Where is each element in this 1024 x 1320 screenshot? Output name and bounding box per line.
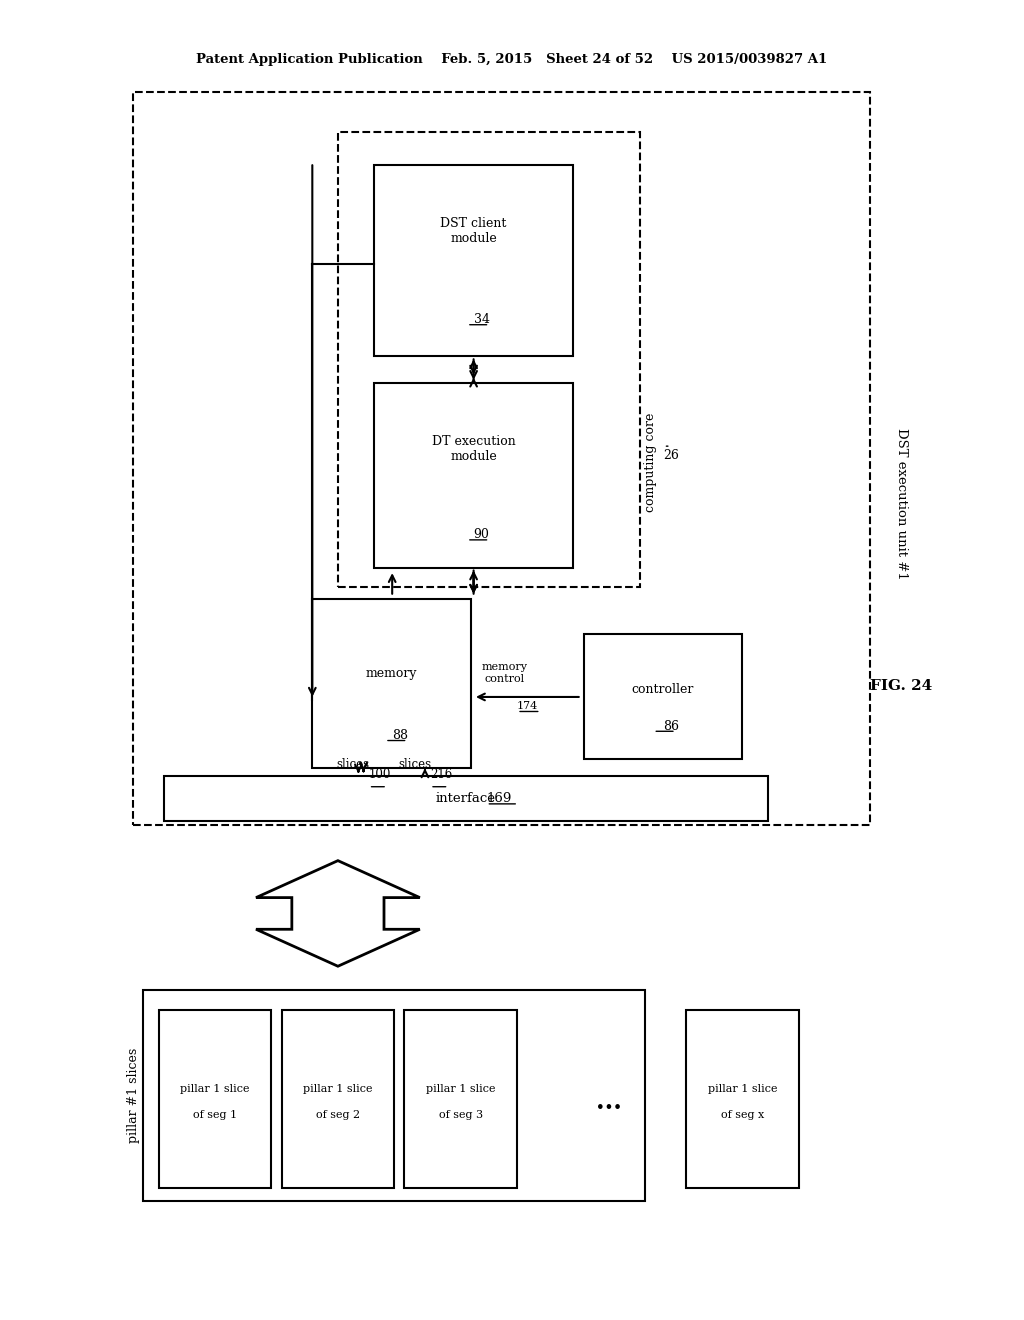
Text: 169: 169	[486, 792, 512, 805]
Text: interface: interface	[436, 792, 496, 805]
Text: Patent Application Publication    Feb. 5, 2015   Sheet 24 of 52    US 2015/00398: Patent Application Publication Feb. 5, 2…	[197, 53, 827, 66]
Text: controller: controller	[632, 682, 694, 696]
Text: pillar 1 slice: pillar 1 slice	[303, 1084, 373, 1094]
Text: pillar #1 slices: pillar #1 slices	[127, 1048, 139, 1143]
Text: 216: 216	[430, 768, 453, 781]
FancyBboxPatch shape	[374, 383, 573, 568]
Text: of seg 1: of seg 1	[193, 1110, 238, 1121]
Polygon shape	[256, 861, 420, 966]
Text: DT execution
module: DT execution module	[432, 434, 515, 463]
Text: pillar 1 slice: pillar 1 slice	[708, 1084, 777, 1094]
Text: 100: 100	[369, 768, 391, 781]
Text: 90: 90	[473, 528, 489, 541]
Text: DST execution unit #1: DST execution unit #1	[895, 429, 907, 579]
Text: pillar 1 slice: pillar 1 slice	[180, 1084, 250, 1094]
FancyBboxPatch shape	[338, 132, 640, 587]
FancyBboxPatch shape	[143, 990, 645, 1201]
Text: slices: slices	[398, 758, 431, 771]
Text: pillar 1 slice: pillar 1 slice	[426, 1084, 496, 1094]
FancyBboxPatch shape	[164, 776, 768, 821]
Text: 26: 26	[664, 449, 680, 462]
Text: 86: 86	[664, 719, 679, 733]
Text: slices: slices	[337, 758, 370, 771]
Text: of seg 2: of seg 2	[315, 1110, 360, 1121]
Text: 88: 88	[391, 729, 408, 742]
FancyBboxPatch shape	[584, 634, 742, 759]
FancyBboxPatch shape	[686, 1010, 799, 1188]
Text: of seg 3: of seg 3	[438, 1110, 483, 1121]
Text: 34: 34	[473, 313, 489, 326]
Text: FIG. 24: FIG. 24	[870, 680, 932, 693]
FancyBboxPatch shape	[312, 599, 471, 768]
Text: 174: 174	[517, 701, 539, 711]
FancyBboxPatch shape	[133, 92, 870, 825]
Text: memory
control: memory control	[482, 663, 527, 684]
Text: computing core: computing core	[644, 412, 656, 512]
FancyBboxPatch shape	[159, 1010, 271, 1188]
Text: memory: memory	[366, 667, 418, 680]
FancyBboxPatch shape	[404, 1010, 517, 1188]
FancyBboxPatch shape	[374, 165, 573, 356]
Text: of seg x: of seg x	[721, 1110, 764, 1121]
Text: ...: ...	[596, 1090, 623, 1114]
Text: DST client
module: DST client module	[440, 216, 507, 246]
FancyBboxPatch shape	[282, 1010, 394, 1188]
